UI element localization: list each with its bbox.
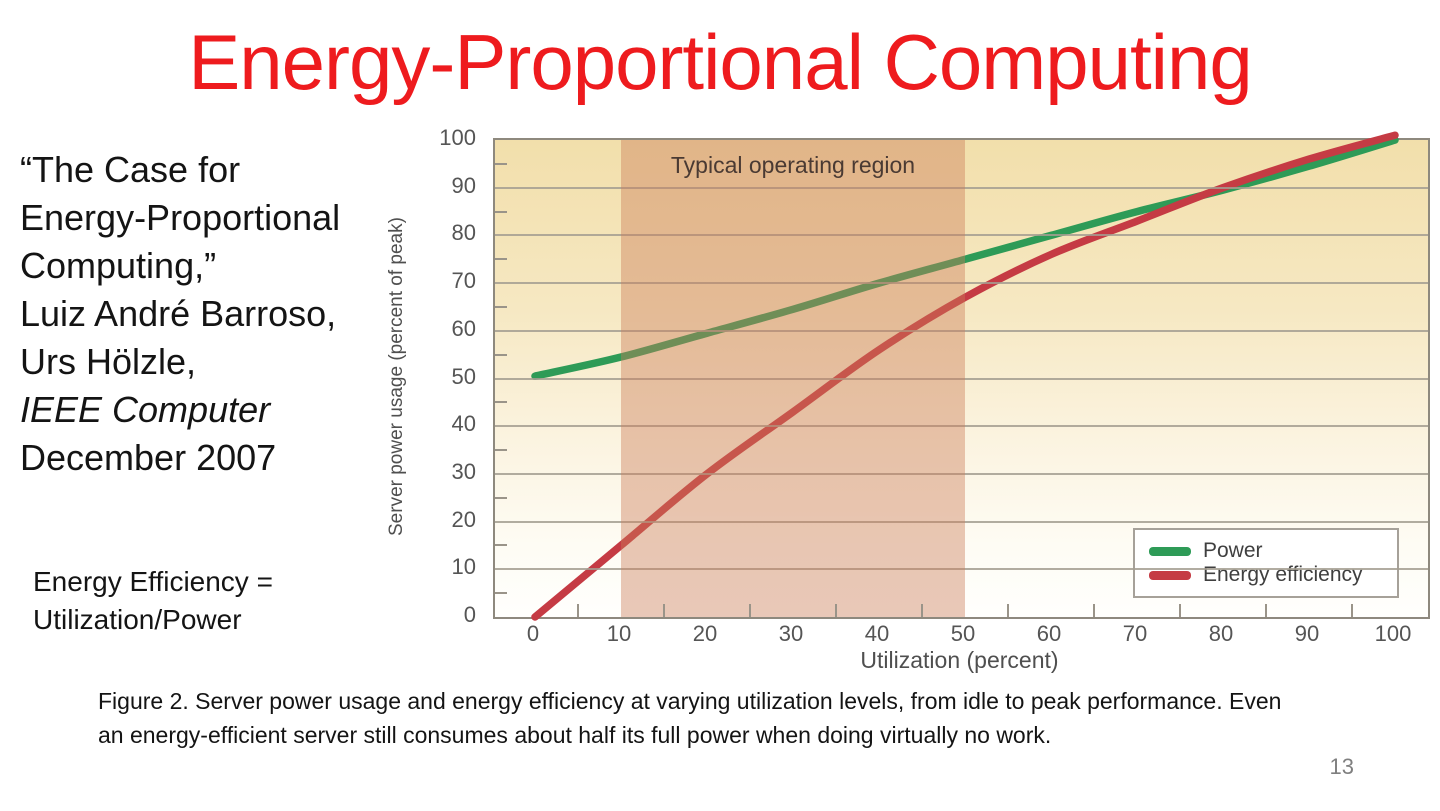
gridline-y-20 [495,520,1428,523]
x-tick-label-70: 70 [1122,621,1148,646]
x-tick-label-60: 60 [1036,621,1062,646]
x-minor-tick-55 [1007,604,1009,617]
y-tick-label-20: 20 [451,506,476,532]
y-tick-label-90: 90 [451,172,476,198]
x-tick-label-40: 40 [864,621,890,646]
gridline-y-60 [495,329,1428,332]
band-label: Typical operating region [670,152,916,178]
legend-swatch-power [1149,546,1191,556]
operating-region-band [621,140,965,617]
x-minor-tick-45 [921,604,923,617]
slide-title: Energy-Proportional Computing [188,18,1253,106]
citation-quote-line-1: “The Case for [20,149,241,190]
series-line-energy-efficiency [531,131,1399,621]
citation-date: December 2007 [20,437,277,478]
x-minor-tick-35 [835,604,837,617]
x-tick-label-10: 10 [606,621,632,646]
gridline-y-70 [495,282,1428,285]
y-tick-label-30: 30 [451,458,476,484]
gridline-y-80 [495,234,1428,237]
y-tick-label-0: 0 [463,602,476,627]
gridline-y-40 [495,425,1428,428]
legend-swatch-energy-efficiency [1149,570,1191,580]
x-tick-label-90: 90 [1294,621,1320,646]
gridline-y-10 [495,568,1428,571]
y-minor-tick-35 [495,449,507,452]
y-tick-label-50: 50 [451,363,476,389]
gridline-y-50 [495,377,1428,380]
y-tick-label-40: 40 [451,411,476,437]
legend-label-power: Power [1203,539,1263,562]
legend: Power Energy efficiency [1133,528,1399,598]
y-minor-tick-55 [495,353,507,356]
citation-quote-line-2: Energy-Proportional [20,197,341,238]
y-tick-label-80: 80 [451,220,476,246]
x-tick-label-50: 50 [950,621,976,646]
legend-row-power: Power [1149,539,1397,563]
chart: Server power usage (percent of peak) Pow… [380,118,1440,680]
plot-area: Power Energy efficiency Typical operating… [493,131,1430,621]
citation-author-2: Urs Hölzle, [20,341,197,382]
y-tick-label-100: 100 [439,125,476,150]
x-minor-tick-15 [663,604,665,617]
page-number: 13 [1329,754,1354,779]
y-axis-title: Server power usage (percent of peak) [386,217,407,536]
x-axis-title: Utilization (percent) [860,647,1059,673]
series-line-power [531,136,1399,380]
citation-block: “The Case for Energy-Proportional Comput… [20,146,340,482]
x-minor-tick-65 [1093,604,1095,617]
legend-row-energy-efficiency: Energy efficiency [1149,563,1397,587]
y-minor-tick-15 [495,544,507,547]
y-minor-tick-25 [495,496,507,499]
y-minor-tick-5 [495,592,507,595]
x-tick-label-0: 0 [526,621,540,646]
x-minor-tick-85 [1265,604,1267,617]
x-tick-label-100: 100 [1374,621,1412,646]
citation-quote-line-3: Computing,” [20,245,217,286]
formula-line-1: Energy Efficiency = [33,566,273,597]
y-minor-tick-45 [495,401,507,404]
formula-block: Energy Efficiency = Utilization/Power [33,563,273,639]
y-tick-label-60: 60 [451,315,476,341]
x-minor-tick-25 [749,604,751,617]
legend-label-energy-efficiency: Energy efficiency [1203,563,1363,586]
gridline-y-90 [495,186,1428,189]
x-tick-label-30: 30 [778,621,804,646]
x-tick-label-80: 80 [1208,621,1234,646]
gridline-y-30 [495,472,1428,475]
curves-svg [531,131,1399,621]
y-minor-tick-85 [495,210,507,213]
y-minor-tick-65 [495,305,507,308]
y-tick-label-10: 10 [451,554,476,580]
x-minor-tick-95 [1351,604,1353,617]
x-minor-tick-5 [577,604,579,617]
formula-line-2: Utilization/Power [33,604,242,635]
x-tick-label-20: 20 [692,621,718,646]
y-tick-label-70: 70 [451,268,476,294]
x-minor-tick-75 [1179,604,1181,617]
figure-caption: Figure 2. Server power usage and energy … [98,688,1282,748]
y-minor-tick-75 [495,258,507,261]
citation-author-1: Luiz André Barroso, [20,293,337,334]
citation-journal: IEEE Computer [20,389,271,430]
y-minor-tick-95 [495,162,507,165]
